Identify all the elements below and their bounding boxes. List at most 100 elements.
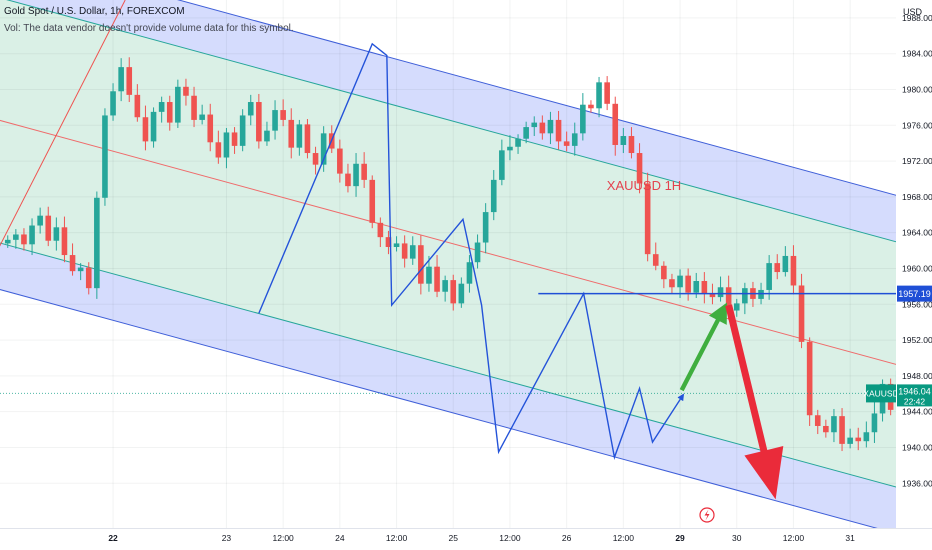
candle[interactable]: [377, 217, 384, 247]
candle[interactable]: [604, 76, 610, 111]
symbol-title[interactable]: Gold Spot / U.S. Dollar, 1h, FOREXCOM: [4, 6, 185, 17]
candle[interactable]: [13, 229, 19, 249]
candle[interactable]: [45, 206, 52, 247]
candle[interactable]: [61, 216, 68, 263]
price-axis-bg[interactable]: [896, 0, 932, 550]
candle[interactable]: [661, 261, 667, 289]
candle[interactable]: [580, 93, 586, 141]
candle[interactable]: [539, 115, 546, 140]
candle[interactable]: [85, 262, 92, 295]
candle[interactable]: [701, 272, 708, 304]
candle[interactable]: [126, 57, 133, 103]
candle[interactable]: [547, 111, 554, 145]
candle[interactable]: [474, 234, 481, 269]
candle[interactable]: [823, 419, 829, 438]
channel-upper[interactable]: [0, 0, 915, 247]
candle[interactable]: [742, 282, 748, 315]
candle[interactable]: [158, 96, 165, 123]
candle[interactable]: [215, 130, 222, 164]
candle[interactable]: [426, 255, 432, 292]
candle[interactable]: [563, 131, 570, 152]
candle[interactable]: [571, 122, 578, 156]
candle[interactable]: [142, 105, 149, 151]
candle[interactable]: [466, 255, 473, 293]
candle[interactable]: [256, 93, 262, 149]
candle[interactable]: [814, 409, 821, 435]
candle[interactable]: [531, 116, 538, 137]
candle[interactable]: [175, 79, 181, 128]
candle[interactable]: [499, 139, 505, 186]
candle[interactable]: [863, 421, 870, 448]
candle[interactable]: [337, 139, 343, 183]
candle[interactable]: [831, 408, 837, 443]
candle[interactable]: [199, 104, 205, 125]
candle[interactable]: [53, 217, 60, 251]
candle[interactable]: [166, 95, 173, 131]
candle[interactable]: [320, 126, 327, 172]
candle[interactable]: [774, 254, 781, 280]
candle[interactable]: [409, 236, 416, 265]
candle[interactable]: [150, 107, 157, 148]
candle[interactable]: [450, 274, 457, 311]
candle[interactable]: [183, 78, 189, 106]
candle[interactable]: [288, 108, 295, 159]
candle[interactable]: [555, 110, 562, 150]
candle[interactable]: [669, 273, 675, 294]
candle[interactable]: [596, 76, 602, 118]
candle[interactable]: [442, 275, 448, 302]
candle[interactable]: [401, 235, 408, 268]
candle[interactable]: [393, 236, 400, 252]
candle[interactable]: [523, 121, 529, 144]
candle[interactable]: [353, 153, 359, 197]
candle[interactable]: [345, 163, 351, 193]
time-axis-bg[interactable]: [0, 528, 932, 550]
candle[interactable]: [490, 170, 497, 221]
candle[interactable]: [733, 298, 740, 317]
candle[interactable]: [207, 103, 214, 152]
candle[interactable]: [385, 230, 392, 255]
candle[interactable]: [798, 273, 805, 349]
candle[interactable]: [264, 121, 270, 146]
candle[interactable]: [434, 255, 440, 298]
candle[interactable]: [239, 109, 246, 152]
candle[interactable]: [118, 58, 124, 102]
projection-up-arrow[interactable]: [679, 302, 728, 392]
channel-outer-lower[interactable]: [0, 283, 915, 539]
candle[interactable]: [29, 218, 35, 256]
candle[interactable]: [766, 255, 772, 300]
candle[interactable]: [717, 276, 724, 302]
candle[interactable]: [782, 246, 789, 277]
candle[interactable]: [94, 191, 100, 299]
candle[interactable]: [21, 228, 27, 251]
candle[interactable]: [223, 127, 230, 169]
candle[interactable]: [652, 242, 659, 271]
channel-outer-upper[interactable]: [0, 0, 915, 200]
channel-lower[interactable]: [0, 236, 915, 492]
candle[interactable]: [110, 83, 116, 121]
candle[interactable]: [790, 245, 797, 295]
candle[interactable]: [272, 100, 278, 140]
candle[interactable]: [458, 277, 465, 308]
candle[interactable]: [644, 172, 651, 262]
candle[interactable]: [296, 119, 303, 156]
candle[interactable]: [77, 263, 84, 281]
candle[interactable]: [628, 127, 635, 159]
candle[interactable]: [636, 143, 643, 194]
zigzag-line[interactable]: [258, 42, 685, 460]
candle[interactable]: [612, 96, 619, 156]
candle[interactable]: [515, 134, 521, 154]
candle[interactable]: [855, 427, 862, 451]
candle[interactable]: [312, 146, 319, 175]
candle[interactable]: [4, 235, 11, 248]
candle[interactable]: [102, 108, 108, 206]
projection-down-arrow[interactable]: [725, 304, 784, 500]
candle[interactable]: [839, 408, 845, 452]
candle[interactable]: [507, 135, 513, 161]
candle[interactable]: [806, 337, 813, 426]
candle[interactable]: [280, 99, 286, 127]
candle[interactable]: [847, 428, 853, 449]
candle[interactable]: [69, 243, 76, 276]
candle[interactable]: [871, 401, 878, 443]
candle[interactable]: [37, 207, 43, 234]
